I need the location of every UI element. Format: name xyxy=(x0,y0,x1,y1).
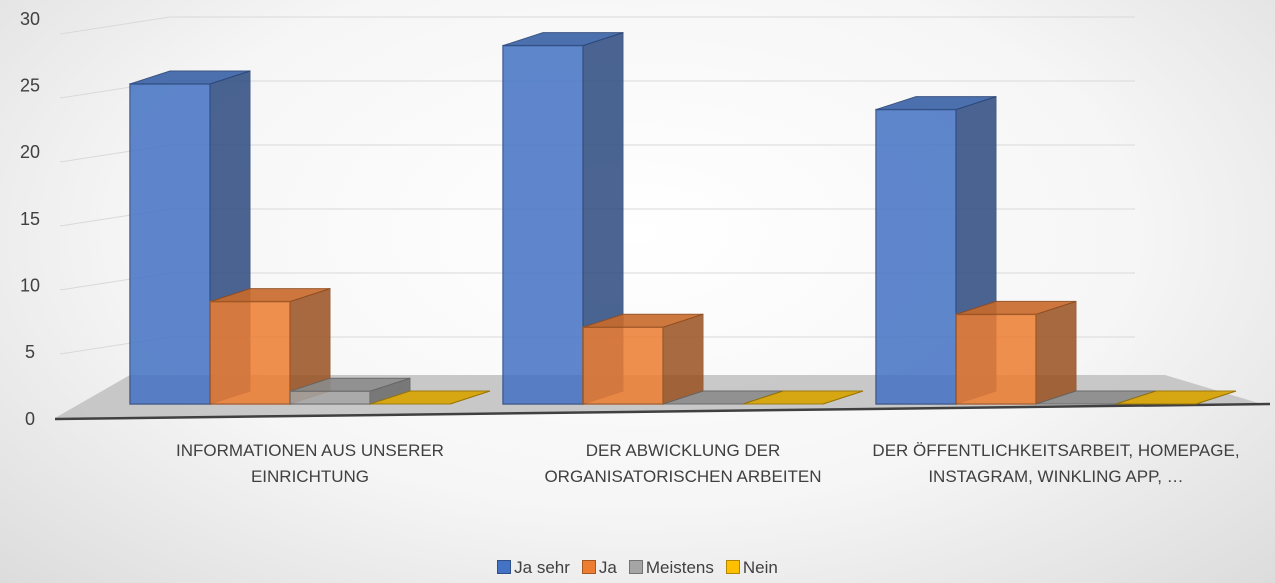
y-tick-label: 5 xyxy=(25,342,35,362)
legend-label: Nein xyxy=(742,558,778,577)
y-tick-label: 30 xyxy=(20,9,40,29)
y-tick-label: 15 xyxy=(20,209,40,229)
y-tick-label: 20 xyxy=(20,142,40,162)
bar xyxy=(289,390,371,405)
bar-side xyxy=(1035,300,1077,405)
bar-side xyxy=(662,313,704,405)
y-tick-label: 25 xyxy=(20,75,40,95)
legend-swatch xyxy=(581,560,596,574)
legend-item: Ja xyxy=(581,558,617,578)
legend-swatch xyxy=(725,560,740,574)
x-tick-label: DER ÖFFENTLICHKEITSARBEIT, HOMEPAGE, INS… xyxy=(872,441,1240,486)
y-tick-label: 0 xyxy=(25,409,35,429)
bar xyxy=(582,326,664,405)
legend-label: Meistens xyxy=(645,558,714,577)
bar xyxy=(129,83,211,405)
x-axis xyxy=(54,402,1271,421)
x-tick-label: DER ABWICKLUNG DER ORGANISATORISCHEN ARB… xyxy=(544,441,822,486)
legend-item: Ja sehr xyxy=(497,558,570,578)
legend-label: Ja xyxy=(598,558,617,577)
bar-top xyxy=(742,390,864,405)
legend-label: Ja sehr xyxy=(514,558,570,577)
bar xyxy=(209,300,291,405)
grid-line xyxy=(59,16,171,35)
bar xyxy=(875,108,957,405)
legend-swatch xyxy=(628,560,643,574)
legend-swatch xyxy=(497,560,512,574)
x-tick-label: INFORMATIONEN AUS UNSERER EINRICHTUNG xyxy=(176,441,444,486)
y-tick-label: 10 xyxy=(20,275,40,295)
legend: Ja sehr Ja Meistens Nein xyxy=(0,558,1275,578)
bar-top xyxy=(369,390,491,405)
legend-item: Meistens xyxy=(628,558,714,578)
bar xyxy=(955,313,1037,405)
bar-top xyxy=(1115,390,1237,405)
legend-item: Nein xyxy=(725,558,778,578)
bar xyxy=(502,44,584,405)
